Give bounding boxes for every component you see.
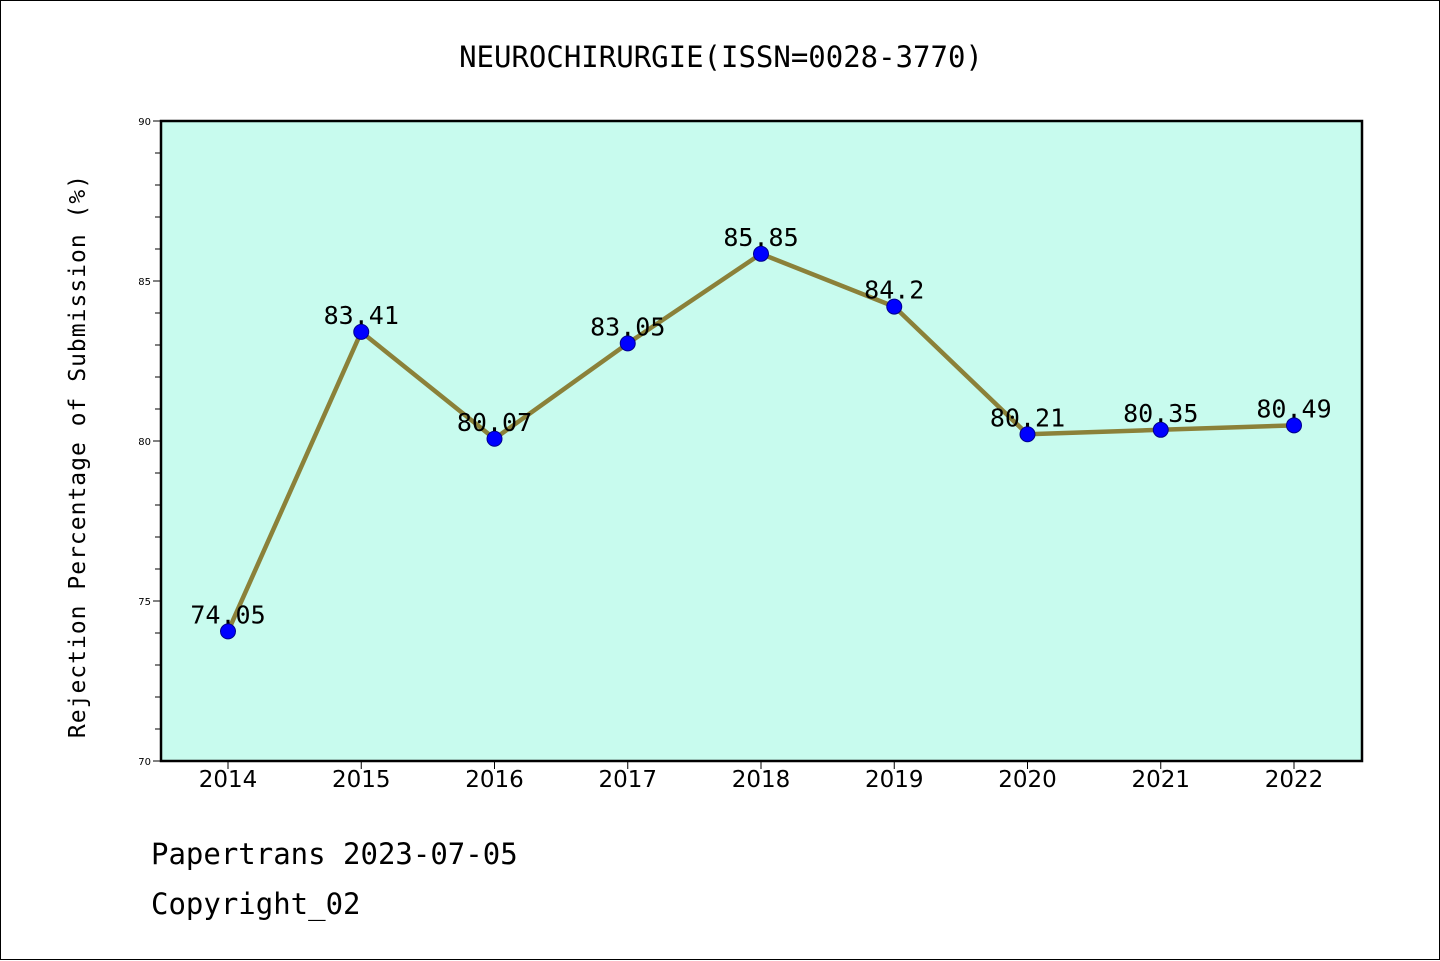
x-tick-label: 2022: [1265, 767, 1324, 793]
data-label: 83.05: [590, 312, 665, 341]
data-point: [353, 323, 370, 340]
x-tick-label: 2014: [199, 767, 258, 793]
series-layer: [220, 245, 1302, 640]
footer-copyright: Copyright_02: [151, 887, 361, 921]
x-tick-label: 2020: [998, 767, 1057, 793]
data-point: [753, 245, 769, 262]
data-label-layer: 74.05 83.41 80.07 83.05 85.85 84.2 80.21 80.35 8…: [190, 223, 1331, 630]
data-label: 80.49: [1256, 394, 1331, 423]
data-point: [486, 430, 503, 447]
data-point: [1286, 417, 1302, 434]
data-point: [619, 335, 636, 352]
data-label: 83.41: [324, 301, 399, 330]
y-tick-label: 90: [138, 117, 151, 128]
data-label: 80.35: [1123, 399, 1198, 428]
x-tick-label: 2017: [598, 767, 657, 793]
data-point: [1152, 421, 1169, 438]
data-label: 80.21: [990, 403, 1065, 432]
data-label: 84.2: [864, 276, 924, 305]
y-tick-label: 70: [138, 757, 151, 768]
data-point: [1019, 426, 1036, 443]
x-axis: 2014 2015 2016 2017 2018 2019 2020 2021 2022: [199, 761, 1324, 793]
x-tick-label: 2015: [332, 767, 391, 793]
chart-title: NEUROCHIRURGIE(ISSN=0028-3770): [459, 40, 983, 74]
x-tick-label: 2019: [865, 767, 924, 793]
y-tick-label: 75: [138, 597, 151, 608]
footer-date: Papertrans 2023-07-05: [151, 837, 518, 871]
y-axis-label: Rejection Percentage of Submission (%): [65, 174, 91, 738]
data-point: [220, 623, 236, 640]
x-tick-label: 2016: [465, 767, 524, 793]
data-point: [886, 298, 903, 315]
data-label: 80.07: [457, 408, 532, 437]
y-axis: 70 75 80 85 90: [138, 117, 161, 768]
y-tick-label: 85: [138, 277, 151, 288]
y-tick-label: 80: [138, 437, 151, 448]
plot-area: [159, 119, 1364, 763]
x-tick-label: 2018: [732, 767, 791, 793]
data-label: 74.05: [190, 600, 265, 629]
x-tick-label: 2021: [1131, 767, 1190, 793]
data-label: 85.85: [723, 223, 798, 252]
